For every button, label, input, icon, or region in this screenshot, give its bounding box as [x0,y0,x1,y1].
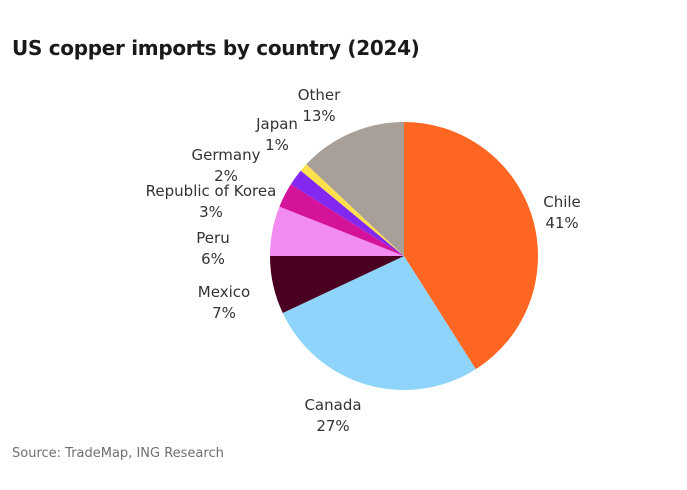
slice-label-germany: Germany 2% [192,146,261,185]
slice-label-chile: Chile 41% [543,193,581,232]
slice-value-chile: 41% [545,214,578,232]
slice-label-canada: Canada 27% [304,396,361,435]
slice-labels: Chile 41% Canada 27% Mexico 7% Peru 6% Republic … [146,86,581,435]
slice-other [306,122,404,256]
slice-value-mexico: 7% [212,304,236,322]
slice-name-chile: Chile [543,193,581,211]
slice-label-peru: Peru 6% [196,229,229,268]
slice-name-japan: Japan [255,115,298,133]
slice-name-republic-of-korea: Republic of Korea [146,182,277,200]
chart-title: US copper imports by country (2024) [12,36,420,60]
slice-name-peru: Peru [196,229,229,247]
slice-value-canada: 27% [316,417,349,435]
slice-japan [300,164,404,256]
slice-value-germany: 2% [214,167,238,185]
slice-label-other: Other 13% [298,86,341,125]
slice-germany [290,170,404,256]
slice-peru [270,206,404,256]
slice-value-other: 13% [302,107,335,125]
slice-mexico [270,256,404,314]
slice-name-canada: Canada [304,396,361,414]
slice-chile [404,122,538,370]
slice-value-republic-of-korea: 3% [199,203,223,221]
slice-name-other: Other [298,86,341,104]
slice-republic-of-korea [279,184,404,256]
slice-name-mexico: Mexico [198,283,250,301]
slice-canada [282,256,476,390]
slice-label-republic-of-korea: Republic of Korea 3% [146,182,277,221]
slice-label-japan: Japan 1% [255,115,298,154]
source-note: Source: TradeMap, ING Research [12,446,224,461]
slice-label-mexico: Mexico 7% [198,283,250,322]
pie-slices [270,122,538,390]
slice-name-germany: Germany [192,146,261,164]
slice-value-japan: 1% [265,136,289,154]
slice-value-peru: 6% [201,250,225,268]
